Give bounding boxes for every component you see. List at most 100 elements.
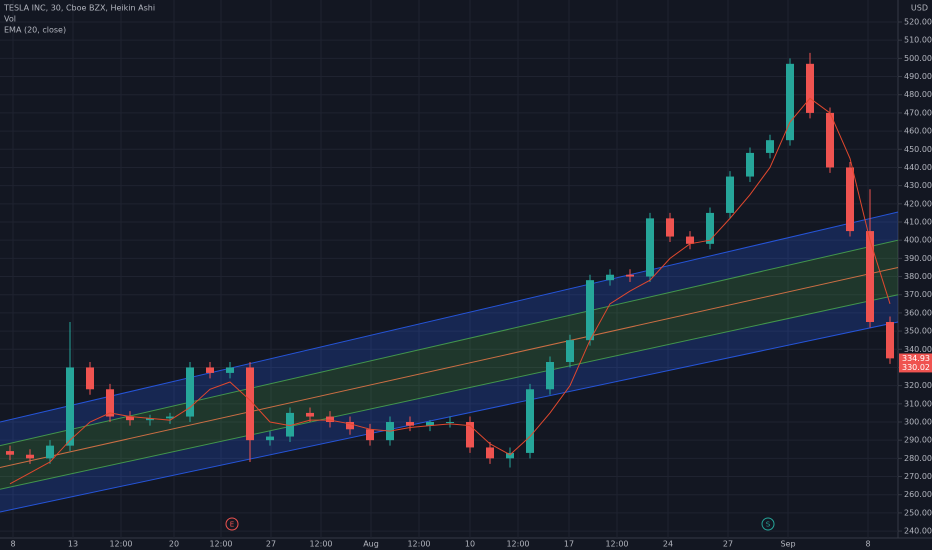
candle-body — [506, 452, 514, 459]
y-tick-label: 390.00 — [904, 254, 932, 263]
candle-body — [86, 367, 94, 390]
x-tick-label: 12:00 — [605, 540, 628, 549]
candle-body — [106, 389, 114, 417]
price-label: 334.93 — [902, 354, 930, 363]
x-tick-label: 13 — [68, 540, 78, 549]
y-tick-label: 480.00 — [904, 90, 932, 99]
channel-line — [0, 321, 899, 513]
channel-band — [0, 240, 898, 490]
y-tick-label: 310.00 — [904, 399, 932, 408]
labels: TESLA INC, 30, Cboe BZX, Heikin Ashi Vol… — [3, 4, 932, 549]
candle-body — [46, 445, 54, 459]
y-tick-label: 280.00 — [904, 454, 932, 463]
candle-body — [206, 367, 214, 373]
y-tick-label: 410.00 — [904, 218, 932, 227]
x-tick-label: 17 — [564, 540, 574, 549]
candle-body — [426, 422, 434, 426]
x-tick-label: 12:00 — [407, 540, 430, 549]
candle-body — [566, 340, 574, 362]
candle-body — [586, 280, 594, 341]
candle-body — [406, 422, 414, 426]
chart-title: TESLA INC, 30, Cboe BZX, Heikin Ashi — [3, 4, 155, 13]
event-label: E — [230, 521, 234, 529]
x-tick-label: Aug — [363, 540, 379, 549]
y-tick-label: 240.00 — [904, 527, 932, 536]
candle-body — [266, 436, 274, 441]
channel-line — [0, 266, 899, 468]
y-tick-label: 290.00 — [904, 436, 932, 445]
plot — [0, 52, 899, 513]
candle-body — [466, 422, 474, 448]
candle-body — [126, 416, 134, 421]
y-tick-label: 430.00 — [904, 181, 932, 190]
ema-line — [9, 97, 891, 485]
x-tick-label: 12:00 — [109, 540, 132, 549]
y-tick-label: 250.00 — [904, 508, 932, 517]
candle-body — [6, 451, 14, 455]
y-tick-label: 340.00 — [904, 345, 932, 354]
candle-body — [866, 231, 874, 322]
candle-body — [366, 429, 374, 441]
y-tick-label: 490.00 — [904, 72, 932, 81]
indicator-label: EMA (20, close) — [4, 26, 66, 35]
candle-body — [246, 367, 254, 441]
channel-line — [0, 211, 899, 423]
channel-band — [0, 212, 898, 446]
channel-line — [0, 239, 899, 447]
x-tick-label: 10 — [465, 540, 475, 549]
price-label: 330.02 — [902, 363, 930, 372]
candle-body — [886, 322, 894, 359]
indicator-label: Vol — [4, 15, 16, 24]
y-tick-label: 320.00 — [904, 381, 932, 390]
candle-body — [626, 274, 634, 277]
channel-band — [0, 294, 898, 512]
candle-body — [606, 274, 614, 281]
candle-body — [526, 389, 534, 453]
y-tick-label: 260.00 — [904, 490, 932, 499]
candle-body — [326, 416, 334, 422]
x-tick-label: 12:00 — [309, 540, 332, 549]
y-tick-label: 270.00 — [904, 472, 932, 481]
price-label-box — [899, 353, 932, 364]
candle-body — [306, 412, 314, 417]
candle-body — [746, 152, 754, 177]
candle-body — [826, 112, 834, 168]
candle-body — [646, 218, 654, 277]
x-tick-label: 20 — [169, 540, 179, 549]
candle-body — [706, 212, 714, 244]
event-marker — [761, 517, 775, 531]
y-tick-label: 360.00 — [904, 308, 932, 317]
x-tick-label: 27 — [266, 540, 276, 549]
y-tick-label: 470.00 — [904, 108, 932, 117]
candle-body — [66, 367, 74, 446]
candle-body — [846, 167, 854, 232]
candle-body — [446, 422, 454, 423]
candle-body — [786, 63, 794, 141]
candle-body — [286, 412, 294, 437]
candle-body — [346, 422, 354, 430]
candle-body — [166, 416, 174, 419]
candle-body — [666, 218, 674, 237]
candle-body — [486, 447, 494, 459]
y-tick-label: 500.00 — [904, 54, 932, 63]
currency: USD — [911, 4, 928, 13]
y-tick-label: 440.00 — [904, 163, 932, 172]
y-tick-label: 370.00 — [904, 290, 932, 299]
x-tick-label: 8 — [865, 540, 870, 549]
y-tick-label: 510.00 — [904, 36, 932, 45]
candle-body — [726, 176, 734, 213]
y-tick-label: 380.00 — [904, 272, 932, 281]
candle-body — [686, 236, 694, 244]
y-tick-label: 450.00 — [904, 145, 932, 154]
event-label: S — [766, 521, 771, 529]
x-tick-label: 8 — [10, 540, 15, 549]
candle-body — [26, 454, 34, 459]
y-tick-label: 460.00 — [904, 127, 932, 136]
candle-body — [186, 367, 194, 417]
candle-body — [806, 63, 814, 113]
candle-body — [766, 140, 774, 153]
channel-line — [0, 294, 899, 490]
y-tick-label: 300.00 — [904, 418, 932, 427]
y-tick-label: 420.00 — [904, 199, 932, 208]
